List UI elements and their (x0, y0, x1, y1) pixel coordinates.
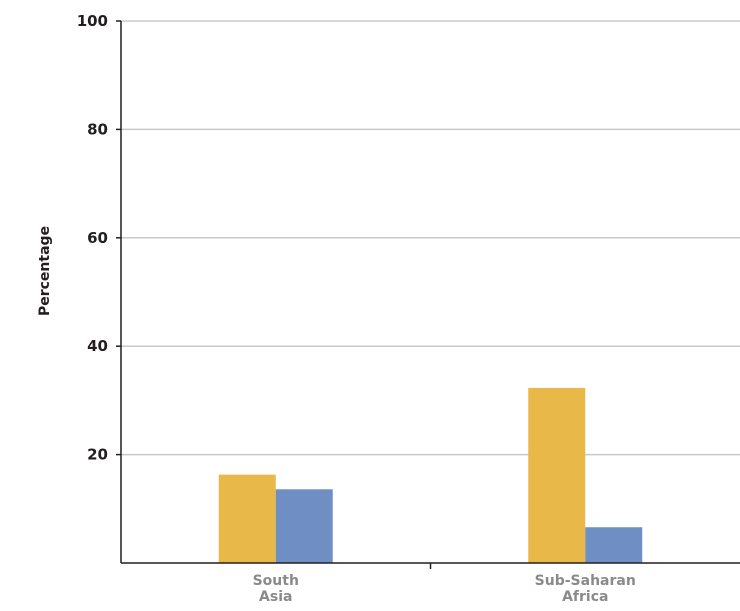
gridlines (121, 20, 740, 456)
bar-0-series-0 (218, 474, 276, 563)
bar-1-series-0 (528, 387, 586, 563)
ytick-label-60: 60 (87, 229, 108, 247)
ytick-label-20: 20 (87, 446, 108, 464)
category-label-1-line-0: Sub-Saharan (535, 573, 636, 589)
category-label-0-line-0: South (253, 573, 299, 589)
bar-0-series-1 (275, 489, 333, 563)
bar-1-series-1 (585, 527, 643, 563)
axes (116, 20, 740, 569)
category-label-0-line-1: Asia (259, 589, 292, 605)
ytick-label-80: 80 (87, 120, 108, 138)
y-axis-label: Percentage (37, 226, 53, 316)
category-label-1-line-1: Africa (562, 589, 608, 605)
bars (218, 387, 643, 563)
ytick-label-100: 100 (77, 12, 108, 30)
ytick-label-40: 40 (87, 337, 108, 355)
